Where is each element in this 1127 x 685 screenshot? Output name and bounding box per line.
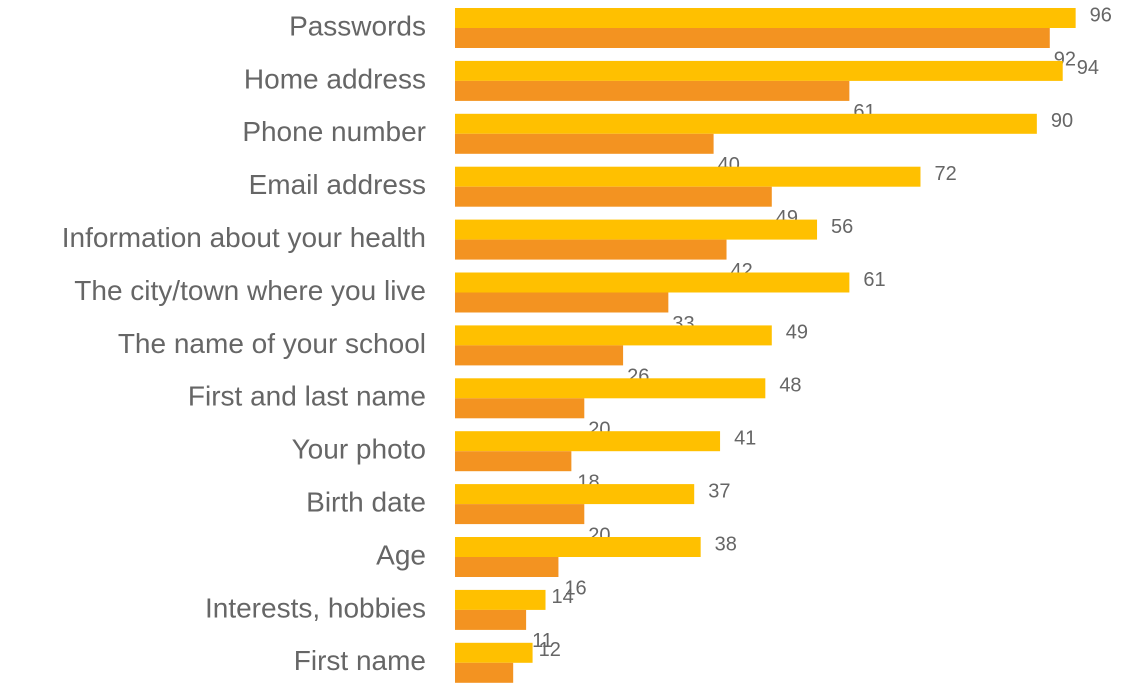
category-label: Interests, hobbies [205,592,426,623]
category-label: Home address [244,63,426,94]
value-label-series-1: 94 [1077,57,1099,79]
bar-series-1-cat-5 [455,272,850,293]
bar-series-2-cat-7 [455,398,585,419]
bar-series-1-cat-0 [455,8,1076,28]
bar-series-2-cat-0 [455,28,1050,48]
value-label-series-1: 49 [786,322,808,344]
category-label: The city/town where you live [74,275,426,306]
bar-series-1-cat-6 [455,325,772,346]
category-label: Age [376,539,426,570]
value-label-series-2: 9 [519,683,530,685]
bar-series-2-cat-1 [455,80,850,101]
bar-series-2-cat-10 [455,557,559,577]
value-label-series-1: 61 [863,269,885,291]
value-label-series-1: 12 [539,639,561,661]
bar-series-1-cat-2 [455,113,1037,134]
category-label: Email address [249,169,426,200]
category-label: Information about your health [62,222,426,253]
bar-series-2-cat-11 [455,609,527,630]
bar-series-1-cat-11 [455,589,546,610]
category-label: First and last name [188,381,426,412]
bar-series-2-cat-2 [455,133,714,154]
value-label-series-2: 16 [564,577,586,599]
value-label-series-2: 11 [532,630,553,652]
value-label-series-1: 72 [934,163,956,185]
value-label-series-1: 90 [1051,110,1073,132]
bar-series-2-cat-8 [455,451,572,472]
bar-series-2-cat-4 [455,239,727,260]
bar-series-1-cat-8 [455,431,721,452]
category-label: Your photo [292,434,426,465]
bar-series-2-cat-5 [455,292,669,313]
value-label-series-1: 56 [831,216,853,238]
category-label: Birth date [306,486,426,517]
bar-series-2-cat-9 [455,504,585,525]
category-label: First name [294,645,426,676]
bar-series-1-cat-1 [455,60,1063,81]
category-label: Phone number [242,116,426,147]
bar-series-2-cat-3 [455,186,772,207]
value-label-series-1: 96 [1090,4,1112,26]
bar-series-1-cat-3 [455,166,921,187]
value-label-series-1: 38 [715,533,737,555]
bar-series-2-cat-6 [455,345,624,366]
bar-series-1-cat-12 [455,642,533,663]
bar-series-1-cat-4 [455,219,818,240]
value-label-series-1: 14 [552,586,574,608]
bar-series-1-cat-10 [455,537,701,557]
category-label: Passwords [289,10,426,41]
category-label: The name of your school [118,328,426,359]
value-label-series-1: 48 [779,375,801,397]
bar-series-1-cat-9 [455,484,695,505]
bar-series-2-cat-12 [455,662,514,683]
value-label-series-1: 41 [734,427,756,449]
bar-series-1-cat-7 [455,378,766,399]
value-label-series-1: 37 [708,480,730,502]
